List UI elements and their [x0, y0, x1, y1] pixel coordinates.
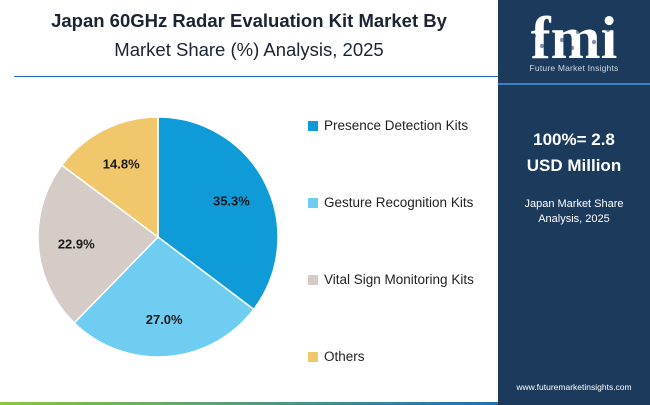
pie-slice-3 — [37, 164, 160, 324]
legend-label-3: Vital Sign Monitoring Kits — [324, 272, 474, 287]
legend-swatch-4 — [308, 351, 318, 362]
market-total: 100%= 2.8 USD Million — [498, 127, 650, 179]
legend-item-1: Presence Detection Kits — [308, 118, 468, 133]
legend-item-4: Others — [308, 349, 365, 364]
chart-title-line1: Japan 60GHz Radar Evaluation Kit Market … — [51, 10, 447, 31]
legend-label-2: Gesture Recognition Kits — [324, 195, 474, 210]
logo-tagline: Future Market Insights — [529, 63, 619, 73]
info-sidebar: fmi Future Market Insights 100%= 2.8 USD… — [498, 0, 650, 405]
sidebar-note-line1: Japan Market Share — [524, 198, 624, 210]
pie-label-2: 27.0% — [146, 312, 183, 327]
legend-swatch-2 — [308, 197, 318, 208]
legend-item-3: Vital Sign Monitoring Kits — [308, 272, 474, 287]
pie-slice-2 — [73, 236, 255, 358]
sidebar-note: Japan Market Share Analysis, 2025 — [498, 197, 650, 227]
pie-label-4: 14.8% — [103, 157, 140, 172]
market-total-value: 100%= 2.8 — [533, 130, 615, 149]
logo-letters: fmi — [531, 6, 618, 71]
sidebar-divider — [498, 83, 650, 85]
legend-label-1: Presence Detection Kits — [324, 118, 469, 133]
legend-item-2: Gesture Recognition Kits — [308, 195, 473, 210]
sidebar-note-line2: Analysis, 2025 — [538, 213, 610, 225]
website-link[interactable]: www.futuremarketinsights.com — [516, 382, 632, 392]
chart-title: Japan 60GHz Radar Evaluation Kit Market … — [0, 6, 498, 64]
pie-label-3: 22.9% — [58, 236, 95, 251]
pie-slice-1 — [157, 116, 279, 311]
legend-swatch-1 — [308, 120, 318, 131]
title-divider — [14, 76, 498, 77]
fmi-logo: fmi — [531, 6, 623, 71]
pie-chart: 35.3% 27.0% 22.9% 14.8% — [37, 116, 279, 358]
pie-slice-4 — [60, 116, 159, 239]
chart-title-line2: Market Share (%) Analysis, 2025 — [114, 39, 384, 60]
legend-swatch-3 — [308, 274, 318, 285]
legend-label-4: Others — [324, 349, 365, 364]
bottom-accent-bar — [0, 402, 498, 405]
market-total-unit: USD Million — [526, 156, 622, 175]
pie-label-1: 35.3% — [213, 193, 250, 208]
